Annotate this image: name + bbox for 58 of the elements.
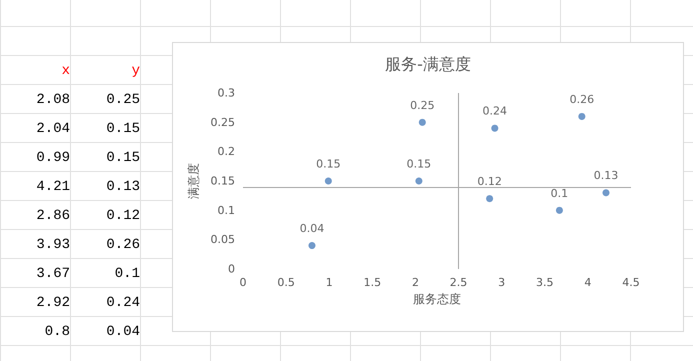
x-tick-label: 2.5 [450,276,468,289]
text: 0.1 [114,266,140,282]
point [415,178,422,184]
data-label: 0.25 [410,98,435,112]
text: 4.21 [35,179,70,195]
y-tick-label: 0.1 [218,204,235,217]
y-axis-title: 满意度 [186,163,201,199]
data-label: 0.15 [316,158,341,170]
data-label: 0.13 [594,169,618,182]
text: 0.24 [105,295,140,311]
text: x [60,63,70,79]
text: 3.67 [35,266,70,282]
point [308,242,316,250]
point [491,124,498,132]
text: 0.12 [105,208,140,224]
x-tick-label: 0 [240,276,246,289]
chart-title: 服务-满意度 [385,54,471,74]
data-label: 0.04 [300,222,324,236]
text: 0.15 [105,150,140,166]
text: y [130,63,140,79]
text: 2.92 [35,295,70,311]
text: 0.25 [105,92,140,108]
y-tick-label: 0.05 [210,233,235,246]
point [602,189,610,196]
x-tick-label: 4.5 [622,276,640,289]
text: 0.15 [105,121,140,137]
point [418,118,426,126]
x-tick-label: 1 [326,276,333,289]
text: 0.04 [105,324,140,340]
text: 0.99 [35,150,70,166]
data-label: 0.26 [570,92,594,106]
data-label: 0.24 [482,104,508,118]
x-tick-label: 0.5 [277,276,295,289]
text: 2.86 [35,208,70,224]
text: 0.8 [44,324,70,340]
text: 3.93 [35,237,70,253]
x-tick-label: 4 [584,276,592,289]
x-tick-label: 3 [498,276,506,289]
x-tick-label: 2 [412,276,419,289]
y-tick-label: 0.3 [218,86,235,100]
text: 2.04 [35,121,70,137]
x-tick-label: 3.5 [536,276,554,289]
text: 2.08 [35,92,70,108]
y-tick-label: 0.2 [218,145,235,158]
text: 0.13 [105,179,140,195]
x-axis-title: 服务态度 [413,292,461,306]
point [324,178,332,184]
data-label: 0.15 [406,158,432,170]
point [556,206,563,214]
x-tick-label: 1.5 [364,276,382,289]
y-tick-label: 0.25 [210,116,235,129]
point [578,112,586,120]
data-label: 0.12 [477,175,502,188]
text: 0.26 [105,237,140,253]
point [486,195,494,202]
y-tick-label: 0 [228,262,235,276]
data-label: 0.1 [550,186,568,200]
y-tick-label: 0.15 [210,174,235,188]
